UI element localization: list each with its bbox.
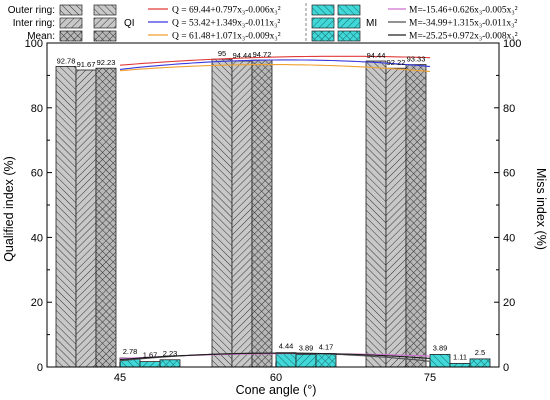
qi-bar bbox=[231, 60, 253, 368]
qi-bar bbox=[251, 59, 273, 368]
mi-value-label: 2.23 bbox=[163, 349, 178, 358]
mi-value-label: 4.44 bbox=[279, 342, 294, 351]
y-axis-left-title: Qualified index (%) bbox=[2, 156, 16, 262]
mi-bar bbox=[275, 352, 297, 368]
fit-curves bbox=[119, 55, 431, 362]
legend-row-label: Mean: bbox=[27, 31, 55, 42]
y-tick-label-left: 40 bbox=[31, 232, 43, 244]
bars bbox=[55, 58, 491, 368]
x-tick-label: 60 bbox=[270, 372, 282, 384]
legend-mi-swatch bbox=[337, 4, 361, 16]
x-tick-label: 75 bbox=[424, 372, 436, 384]
legend-mi-swatch bbox=[337, 30, 361, 42]
y-axis-right-title: Miss index (%) bbox=[534, 168, 548, 250]
x-axis-title: Cone angle (°) bbox=[236, 383, 317, 397]
y-tick-label-right: 100 bbox=[503, 38, 521, 50]
qi-value-label: 94.72 bbox=[253, 50, 272, 59]
mi-bar bbox=[429, 353, 451, 368]
legend-qi-equation: Q = 53.42+1.349x₃-0.011x₃² bbox=[172, 19, 280, 29]
mi-bar bbox=[159, 359, 181, 368]
mi-bar bbox=[315, 353, 337, 368]
legend-qi-swatch bbox=[93, 4, 117, 16]
mi-fit-curve bbox=[119, 352, 431, 361]
qi-fit-curve bbox=[119, 64, 431, 73]
y-tick-label-right: 60 bbox=[503, 168, 515, 180]
legend-row-label: Outer ring: bbox=[8, 5, 55, 16]
y-tick-label-right: 20 bbox=[503, 297, 515, 309]
legend-mi-equation: M=-25.25+0.972x₃-0.008x₃² bbox=[409, 32, 518, 42]
legend-qi-swatch bbox=[93, 17, 117, 29]
mi-value-label: 1.67 bbox=[143, 351, 158, 360]
legend-mi-equation: M=-15.46+0.626x₃-0.005x₃² bbox=[409, 6, 518, 16]
qi-value-label: 94.44 bbox=[233, 51, 252, 60]
legend-qi-swatch bbox=[59, 17, 83, 29]
legend-row-label: Inter ring: bbox=[13, 18, 55, 29]
mi-value-label: 4.17 bbox=[319, 342, 334, 351]
qi-bar bbox=[75, 69, 97, 368]
qi-value-label: 94.44 bbox=[367, 51, 386, 60]
x-tick-label: 45 bbox=[114, 372, 126, 384]
mi-value-label: 2.5 bbox=[475, 348, 485, 357]
mi-value-label: 3.89 bbox=[299, 343, 314, 352]
qi-bar bbox=[211, 58, 233, 368]
qi-bar bbox=[365, 60, 387, 368]
y-tick-label-right: 0 bbox=[503, 362, 509, 374]
qi-fit-curve bbox=[119, 55, 431, 66]
y-tick-label-left: 60 bbox=[31, 168, 43, 180]
y-tick-label-left: 0 bbox=[37, 362, 43, 374]
legend-qi-swatch bbox=[59, 4, 83, 16]
qi-bar bbox=[405, 64, 427, 368]
legend-mi-equation: M=-34.99+1.315x₃-0.011x₃² bbox=[409, 19, 517, 29]
mi-value-label: 3.89 bbox=[433, 343, 448, 352]
legend-qi-swatch bbox=[59, 30, 83, 42]
mi-bar bbox=[469, 358, 491, 368]
qi-value-label: 93.33 bbox=[407, 55, 426, 64]
legend-qi-swatch bbox=[93, 30, 117, 42]
mi-bar bbox=[295, 353, 317, 368]
mi-value-label: 2.78 bbox=[123, 347, 138, 356]
qi-bar bbox=[95, 67, 117, 368]
qi-value-label: 91.67 bbox=[77, 60, 96, 69]
qi-fit-curve bbox=[119, 59, 431, 70]
qi-value-label: 92.23 bbox=[97, 58, 116, 67]
legend-mi-swatch bbox=[311, 17, 335, 29]
legend-mi-label: MI bbox=[366, 18, 377, 29]
qi-value-label: 92.22 bbox=[387, 58, 406, 67]
legend-mi-swatch bbox=[311, 4, 335, 16]
y-tick-label-left: 80 bbox=[31, 103, 43, 115]
qi-bar bbox=[385, 67, 407, 368]
qi-value-label: 92.78 bbox=[57, 56, 76, 65]
mi-value-label: 1.11 bbox=[453, 352, 467, 361]
mi-bar bbox=[449, 363, 471, 368]
legend-mi-swatch bbox=[337, 17, 361, 29]
y-tick-label-left: 20 bbox=[31, 297, 43, 309]
legend: Outer ring: Inter ring: Mean: QI Q = 69.44+0… bbox=[8, 3, 518, 42]
legend-qi-equation: Q = 69.44+0.797x₃-0.006x₃² bbox=[172, 6, 281, 16]
legend-mi-swatch bbox=[311, 30, 335, 42]
y-tick-label-left: 100 bbox=[25, 38, 43, 50]
qi-value-label: 95 bbox=[218, 49, 226, 58]
y-tick-label-right: 80 bbox=[503, 103, 515, 115]
legend-qi-equation: Q = 61.48+1.071x₃-0.009x₃² bbox=[172, 32, 281, 42]
y-tick-label-right: 40 bbox=[503, 232, 515, 244]
qi-bar bbox=[55, 65, 77, 368]
mi-bar bbox=[139, 361, 161, 368]
legend-qi-label: QI bbox=[124, 18, 135, 29]
axes: 0 0 20 20 40 40 60 60 80 80 100 100 45 60 75 bbox=[25, 38, 522, 384]
